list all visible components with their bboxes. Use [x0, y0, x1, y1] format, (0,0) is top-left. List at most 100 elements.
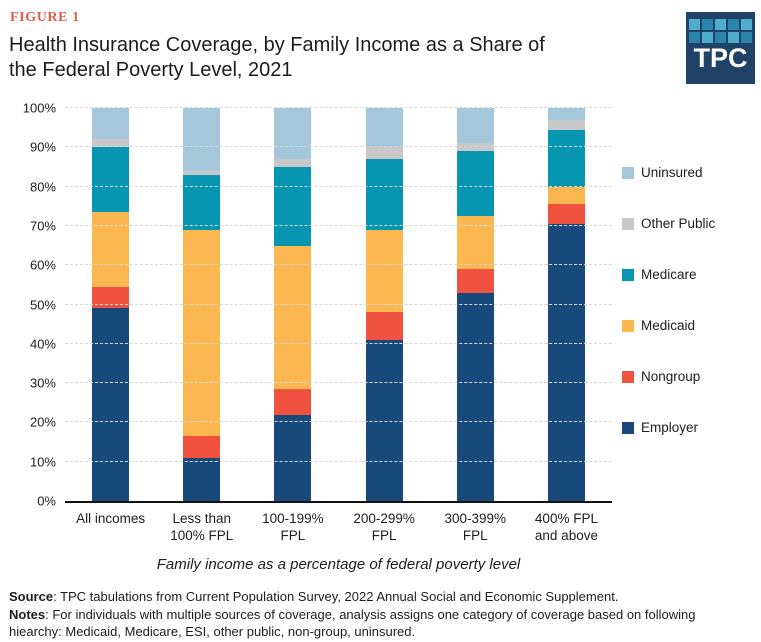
bar-segment-nongroup: [456, 269, 494, 293]
x-axis-label-line: 200-299%: [353, 511, 415, 526]
page-title: Health Insurance Coverage, by Family Inc…: [9, 33, 669, 83]
logo-tile: [741, 19, 752, 30]
y-axis-tick-label: 70%: [29, 218, 56, 234]
bar-segment-employer: [274, 414, 312, 501]
logo-tile: [689, 32, 700, 43]
bar-slot-1: [65, 108, 156, 501]
bar-segment-employer: [183, 457, 221, 501]
x-axis-label-line: FPL: [462, 528, 488, 543]
y-axis-tick-label: 50%: [29, 297, 56, 312]
y-axis-tick-label: 80%: [29, 179, 56, 195]
x-axis-title: Family income as a percentage of federal…: [156, 556, 521, 573]
bar-segment-medicaid: [365, 229, 403, 313]
bar-segment-uninsured: [183, 108, 221, 171]
page-title-line-1: Health Insurance Coverage, by Family Inc…: [9, 34, 545, 56]
legend-item-other-public: Other Public: [622, 216, 715, 231]
source-text: : TPC tabulations from Current Populatio…: [53, 589, 619, 604]
x-axis-label-line: and above: [534, 528, 598, 543]
bar-400-fpl-and-above: [547, 108, 585, 501]
bar-segment-medicaid: [547, 186, 585, 205]
bar-segment-other-public: [547, 119, 585, 130]
x-axis-label-line: Less than: [172, 511, 232, 526]
page-title-line-2: the Federal Poverty Level, 2021: [9, 59, 293, 81]
bar-segment-medicare: [456, 151, 494, 217]
gridline-90-percent: [65, 146, 612, 148]
source-line: Source: TPC tabulations from Current Pop…: [9, 588, 746, 606]
logo-tile: [702, 19, 713, 30]
legend-swatch-icon: [622, 370, 634, 383]
gridline-70-percent: [65, 224, 612, 226]
x-axis-label-line: 100% FPL: [170, 528, 234, 543]
gridline-100-percent: [65, 107, 612, 108]
bar-slot-2: [156, 108, 247, 501]
bar-all-incomes: [92, 108, 130, 501]
y-axis-tick-label: 0%: [37, 493, 56, 509]
bar-segment-uninsured: [456, 108, 494, 144]
bar-segment-medicare: [92, 147, 130, 213]
y-axis-tick-label: 100%: [22, 100, 56, 116]
bar-segment-medicaid: [274, 245, 312, 390]
legend-item-nongroup: Nongroup: [622, 369, 715, 384]
y-axis-tick-label: 60%: [29, 257, 56, 273]
notes-text: : For individuals with multiple sources …: [9, 606, 696, 640]
gridline-50-percent: [65, 303, 612, 305]
bar-segment-employer: [92, 308, 130, 501]
bar-segment-medicare: [547, 129, 585, 187]
logo-tile: [741, 32, 752, 43]
legend-swatch-icon: [622, 421, 634, 434]
legend-swatch-icon: [622, 268, 634, 281]
bar-less-than-100-fpl: [183, 108, 221, 501]
x-axis-label-line: 300-399%: [444, 511, 507, 526]
logo-tile: [702, 32, 713, 43]
source-label: Source: [9, 589, 54, 604]
bar-segment-nongroup: [274, 389, 312, 415]
legend-swatch-icon: [622, 217, 634, 230]
legend-label: Uninsured: [641, 165, 703, 180]
legend-label: Nongroup: [641, 369, 701, 384]
legend-label: Employer: [641, 420, 699, 435]
x-axis-label-line: FPL: [280, 528, 306, 543]
bar-segment-employer: [456, 292, 494, 501]
y-axis-tick-label: 90%: [29, 139, 56, 155]
gridline-40-percent: [65, 342, 612, 344]
figure-label: FIGURE 1: [10, 10, 80, 25]
logo-text: TPC: [693, 43, 748, 73]
legend-item-uninsured: Uninsured: [622, 165, 715, 180]
x-axis-label-line: 400% FPL: [534, 511, 598, 526]
logo-tile: [689, 19, 700, 30]
bar-100-199-fpl: [274, 108, 312, 501]
bar-segment-nongroup: [365, 312, 403, 340]
bar-slot-4: [339, 108, 430, 501]
bars-container: [65, 108, 612, 501]
legend: Uninsured Other Public Medicare Medicaid Non…: [622, 165, 715, 435]
y-axis-tick-label: 40%: [29, 336, 56, 352]
gridline-80-percent: [65, 185, 612, 187]
y-axis-tick-label: 30%: [29, 375, 56, 391]
bar-segment-other-public: [274, 159, 312, 167]
x-axis-label-5: 300-399% FPL: [430, 510, 521, 544]
y-axis-labels: 0% 10% 20% 30% 40% 50% 60% 70% 80% 90% 100%: [0, 102, 56, 508]
bar-segment-nongroup: [92, 286, 130, 309]
y-axis-tick-label: 20%: [29, 414, 56, 430]
legend-item-employer: Employer: [622, 420, 715, 435]
bar-segment-nongroup: [547, 204, 585, 224]
gridline-10-percent: [65, 460, 612, 462]
x-axis-label-1: All incomes: [65, 510, 156, 544]
notes-label: Notes: [9, 606, 46, 622]
bar-segment-other-public: [92, 139, 130, 148]
legend-item-medicaid: Medicaid: [622, 318, 715, 333]
x-axis-label-4: 200-299% FPL: [339, 510, 430, 544]
bar-segment-medicaid: [92, 212, 130, 287]
gridline-20-percent: [65, 421, 612, 423]
y-axis-tick-label: 10%: [29, 454, 56, 470]
bar-200-299-fpl: [365, 108, 403, 501]
bar-segment-medicaid: [183, 229, 221, 437]
x-axis-labels: All incomes Less than 100% FPL 100-199% FPL 2…: [65, 510, 612, 544]
bar-segment-other-public: [365, 147, 403, 160]
bar-segment-uninsured: [547, 108, 585, 120]
bar-segment-medicare: [365, 159, 403, 230]
logo-tile-grid: [689, 19, 752, 43]
gridline-60-percent: [65, 264, 612, 266]
x-axis-label-2: Less than 100% FPL: [156, 510, 247, 544]
legend-label: Medicaid: [641, 318, 696, 333]
